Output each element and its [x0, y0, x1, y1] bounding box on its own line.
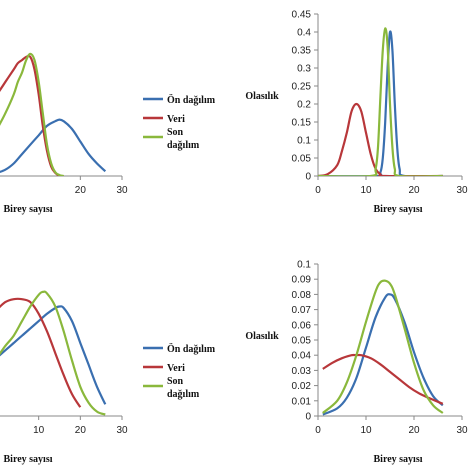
y-tick-label: 0.1	[297, 136, 311, 147]
y-tick-label: 0	[305, 412, 311, 423]
x-tick-label: 0	[315, 185, 321, 196]
y-tick-label: 0.45	[292, 10, 312, 21]
y-tick-label: 0.04	[292, 351, 312, 362]
x-tick-label: 20	[408, 185, 420, 196]
legend-label: Veri	[167, 114, 185, 125]
x-tick-label: 10	[360, 185, 372, 196]
y-tick-label: 0.02	[292, 381, 312, 392]
y-tick-label: 0	[305, 172, 311, 183]
y-tick-label: 0.09	[292, 275, 312, 286]
series-line-veri	[318, 102, 443, 176]
x-tick-label: 30	[116, 425, 128, 436]
y-axis-label: Olasılık	[245, 91, 279, 102]
y-tick-label: 0.1	[297, 260, 311, 271]
series-line-veri	[322, 353, 444, 405]
chart-p1: 20 30 Birey sayısı Ön dağılım Veri Son dağılım	[0, 52, 216, 215]
y-tick-label: 0.06	[292, 320, 312, 331]
legend-label-line1: Son	[167, 127, 184, 138]
legend-label-line2: dağılım	[167, 389, 200, 400]
y-tick-label: 0.3	[297, 64, 311, 75]
y-tick-label: 0.01	[292, 396, 312, 407]
x-tick-label: 30	[116, 185, 128, 196]
y-tick-label: 0.07	[292, 305, 312, 316]
series-line-on-dagilim	[0, 305, 107, 405]
y-tick-label: 0.25	[292, 82, 312, 93]
y-tick-label: 0.08	[292, 290, 312, 301]
legend-label-line1: Son	[167, 376, 184, 387]
x-tick-label: 20	[75, 425, 87, 436]
y-tick-label: 0.05	[292, 336, 312, 347]
x-tick-label: 10	[33, 425, 45, 436]
x-tick-label: 20	[408, 425, 420, 436]
y-axis-label: Olasılık	[245, 331, 279, 342]
y-tick-label: 0.05	[292, 154, 312, 165]
legend-label: Veri	[167, 363, 185, 374]
series-line-son-dagilim	[0, 52, 65, 176]
legend: Ön dağılım Veri Son dağılım	[143, 93, 216, 151]
series-line-on-dagilim	[318, 30, 443, 176]
x-axis-label: Birey sayısı	[4, 454, 53, 465]
chart-p4: 0 10 20 30 0 0.01 0.02 0.03 0.04 0.05 0.06 0.07 0.08…	[245, 260, 468, 466]
y-tick-label: 0.2	[297, 100, 311, 111]
x-axis-label: Birey sayısı	[374, 204, 423, 215]
series-line-on-dagilim	[322, 293, 444, 416]
x-axis-label: Birey sayısı	[374, 454, 423, 465]
series-line-son-dagilim	[322, 279, 444, 414]
x-tick-label: 0	[315, 425, 321, 436]
series-line-son-dagilim	[318, 27, 443, 176]
chart-p2: 0 10 20 30 0 0.05 0.1 0.15 0.2 0.25 0.3 0.35 0.4 0.45…	[245, 10, 468, 216]
series-line-on-dagilim	[0, 118, 107, 174]
x-axis-label: Birey sayısı	[4, 204, 53, 215]
x-tick-label: 30	[456, 425, 468, 436]
legend-label: Ön dağılım	[167, 93, 216, 106]
x-tick-label: 30	[456, 185, 468, 196]
series-line-son-dagilim	[0, 290, 106, 416]
y-tick-label: 0.4	[297, 28, 311, 39]
series-line-veri	[0, 297, 82, 408]
x-tick-label: 10	[360, 425, 372, 436]
x-tick-label: 20	[75, 185, 87, 196]
y-tick-label: 0.03	[292, 366, 312, 377]
legend: Ön dağılım Veri Son dağılım	[143, 342, 216, 400]
legend-label: Ön dağılım	[167, 342, 216, 355]
y-tick-label: 0.15	[292, 118, 312, 129]
y-tick-label: 0.35	[292, 46, 312, 57]
legend-label-line2: dağılım	[167, 140, 200, 151]
